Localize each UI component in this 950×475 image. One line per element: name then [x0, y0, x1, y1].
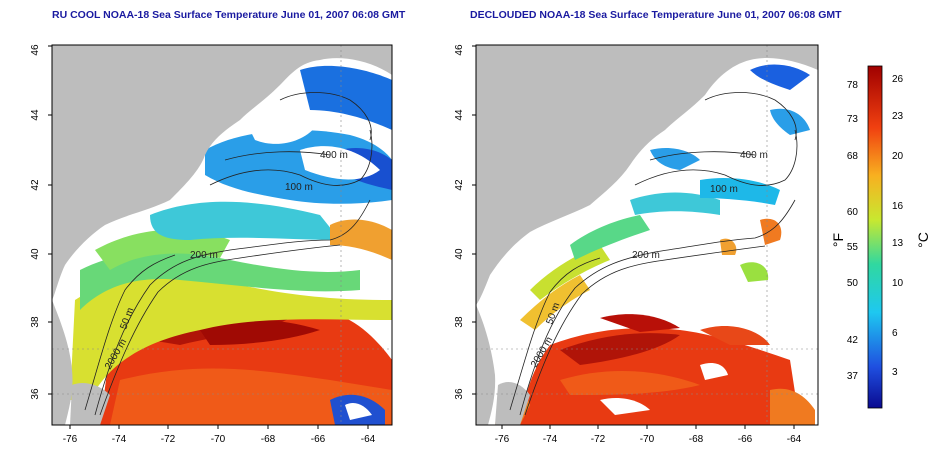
c-tick: 13	[892, 238, 904, 249]
f-tick: 50	[847, 278, 859, 289]
lon-tick: -72	[591, 434, 606, 445]
c-tick: 3	[892, 367, 898, 378]
left-lon-axis: -76 -74 -72 -70 -68 -66 -64	[63, 425, 376, 445]
lon-tick: -72	[161, 434, 176, 445]
celsius-label: °C	[915, 232, 931, 248]
right-lon-axis: -76 -74 -72 -70 -68 -66 -64	[495, 425, 802, 445]
lon-tick: -64	[787, 434, 802, 445]
lon-tick: -76	[495, 434, 510, 445]
lat-tick: 38	[30, 316, 41, 328]
f-tick: 42	[847, 335, 859, 346]
right-map: 200 m 100 m 400 m 50 m 2000 m	[476, 45, 818, 425]
c-tick: 6	[892, 328, 898, 339]
left-map-frame	[51, 44, 393, 426]
lon-tick: -68	[261, 434, 276, 445]
lon-tick: -64	[361, 434, 376, 445]
lon-tick: -68	[689, 434, 704, 445]
f-tick: 78	[847, 80, 859, 91]
contour-label-400: 400 m	[320, 150, 348, 161]
lat-tick: 42	[30, 179, 41, 191]
f-tick: 68	[847, 151, 859, 162]
lat-tick: 36	[454, 388, 465, 400]
map-grid	[476, 45, 818, 425]
lon-tick: -74	[112, 434, 127, 445]
lat-tick: 44	[30, 109, 41, 121]
lat-tick: 46	[30, 44, 41, 56]
right-lat-axis: 36 38 40 42 44 46	[454, 44, 476, 400]
land-mass	[476, 45, 818, 305]
left-map-title: RU COOL NOAA-18 Sea Surface Temperature …	[52, 9, 406, 21]
lon-tick: -66	[311, 434, 326, 445]
contour-label-200: 200 m	[632, 250, 660, 261]
colorbar-gradient	[867, 65, 883, 409]
c-tick: 16	[892, 201, 904, 212]
temperature-colorbar: 78 73 68 60 55 50 42 37 26 23 20 16 13 1…	[830, 65, 931, 409]
lat-tick: 38	[454, 316, 465, 328]
lon-tick: -66	[738, 434, 753, 445]
land-mass	[52, 45, 392, 300]
right-map-title: DECLOUDED NOAA-18 Sea Surface Temperatur…	[470, 9, 842, 21]
lon-tick: -70	[640, 434, 655, 445]
f-tick: 55	[847, 242, 859, 253]
lat-tick: 46	[454, 44, 465, 56]
celsius-scale: 26 23 20 16 13 10 6 3	[892, 74, 904, 378]
fahrenheit-label: °F	[830, 233, 846, 247]
c-tick: 23	[892, 111, 904, 122]
slope-water	[70, 275, 392, 400]
left-lat-axis: 36 38 40 42 44 46	[30, 44, 52, 400]
map-grid	[52, 45, 392, 425]
lat-tick: 40	[454, 248, 465, 260]
left-map: 200 m 100 m 400 m 50 m 2000 m	[52, 45, 392, 425]
contour-label-200: 200 m	[190, 250, 218, 261]
lat-tick: 44	[454, 109, 465, 121]
lon-tick: -70	[211, 434, 226, 445]
lat-tick: 42	[454, 179, 465, 191]
bathymetry-contours	[84, 92, 373, 416]
lon-tick: -74	[543, 434, 558, 445]
c-tick: 26	[892, 74, 904, 85]
contour-label-100: 100 m	[710, 184, 738, 195]
contour-label-100: 100 m	[285, 182, 313, 193]
contour-label-400: 400 m	[740, 150, 768, 161]
f-tick: 60	[847, 207, 859, 218]
gulf-of-maine-cold-water	[205, 130, 392, 204]
lon-tick: -76	[63, 434, 78, 445]
c-tick: 10	[892, 278, 904, 289]
bathymetry-contours	[509, 92, 798, 416]
f-tick: 37	[847, 371, 859, 382]
fahrenheit-scale: 78 73 68 60 55 50 42 37	[847, 80, 859, 382]
c-tick: 20	[892, 151, 904, 162]
lat-tick: 36	[30, 388, 41, 400]
f-tick: 73	[847, 114, 859, 125]
lat-tick: 40	[30, 248, 41, 260]
